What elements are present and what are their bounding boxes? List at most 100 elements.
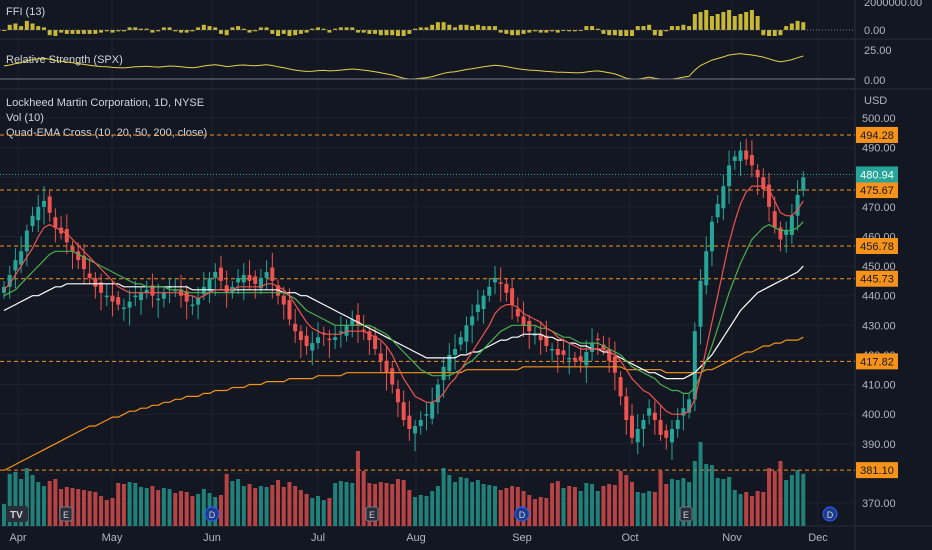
- x-tick-label: Nov: [722, 532, 742, 544]
- ffi-bar: [196, 27, 201, 30]
- volume-bar: [276, 480, 281, 526]
- ffi-bar: [498, 30, 503, 33]
- main-title: Lockheed Martin Corporation, 1D, NYSE: [6, 97, 204, 109]
- candle-body: [555, 349, 560, 355]
- ffi-bar: [612, 30, 617, 36]
- y-unit-label: USD: [864, 95, 887, 107]
- volume-bar: [772, 471, 777, 526]
- price-badges: 494.28 475.67 456.78 445.73 417.82 381.10 480.…: [856, 126, 898, 479]
- event-marker-label: D: [519, 510, 526, 520]
- tradingview-logo[interactable]: TV: [6, 506, 28, 522]
- ffi-bar: [218, 30, 223, 34]
- candle-body: [458, 337, 463, 345]
- ffi-bar: [727, 10, 732, 30]
- ffi-bar: [110, 30, 115, 33]
- ffi-bar: [367, 30, 372, 34]
- ffi-bar: [801, 22, 806, 30]
- candle-body: [338, 331, 343, 333]
- ffi-bar: [584, 26, 589, 30]
- ffi-bar: [167, 27, 172, 30]
- volume-bar: [230, 481, 235, 526]
- ffi-bar: [127, 27, 132, 30]
- volume-bar: [236, 479, 241, 526]
- ffi-bar: [492, 26, 497, 30]
- volume-bar: [310, 498, 315, 526]
- volume-bar: [184, 492, 189, 526]
- candle-body: [41, 200, 46, 207]
- volume-bar: [618, 471, 623, 526]
- ffi-bar: [287, 30, 292, 36]
- volume-bar: [424, 496, 429, 526]
- candle-body: [721, 186, 726, 209]
- candle-body: [652, 412, 657, 421]
- tv-logo-text: TV: [10, 510, 23, 521]
- volume-bar: [692, 461, 697, 526]
- candle-body: [572, 357, 577, 361]
- ffi-bar: [470, 26, 475, 30]
- volume-bar: [687, 482, 692, 526]
- volume-bar: [24, 468, 29, 526]
- volume-bar: [127, 482, 132, 526]
- volume-bar: [721, 479, 726, 526]
- candle-body: [276, 285, 281, 296]
- candle-body: [664, 430, 669, 438]
- candle-body: [447, 354, 452, 372]
- earnings-marker: [365, 506, 379, 522]
- volume-bar: [93, 492, 98, 526]
- volume-bar: [81, 490, 86, 526]
- ffi-bar: [453, 27, 458, 30]
- ffi-bar: [384, 30, 389, 36]
- candle-body: [704, 251, 709, 286]
- volume-bar: [584, 483, 589, 526]
- volume-bar: [316, 496, 321, 526]
- rs-tick-zero: 0.00: [864, 75, 885, 87]
- y-tick-label: 450.00: [862, 261, 896, 273]
- ffi-bar: [321, 28, 326, 30]
- candle-body: [36, 206, 41, 221]
- ffi-bar: [327, 30, 332, 33]
- candle-body: [692, 331, 697, 400]
- candle-body: [247, 274, 252, 281]
- candle-body: [190, 304, 195, 307]
- volume-bar: [475, 480, 480, 526]
- candle-body: [795, 195, 800, 216]
- ffi-bar: [53, 30, 58, 36]
- ema-label: Quad-EMA Cross (10, 20, 50, 200, close): [6, 127, 207, 139]
- ffi-bar: [70, 30, 75, 34]
- rs-tick-top: 25.00: [864, 45, 892, 57]
- volume-bar: [527, 495, 532, 526]
- volume-bar: [447, 475, 452, 526]
- volume-bar: [727, 477, 732, 526]
- level-badge: [856, 182, 898, 199]
- volume-bar: [270, 485, 275, 526]
- volume-bar: [167, 489, 172, 526]
- ffi-bar: [41, 27, 46, 30]
- candle-body: [784, 230, 789, 235]
- volume-bar: [247, 484, 252, 526]
- volume-bar: [156, 490, 161, 526]
- ffi-tick-top: 2000000.00: [864, 0, 922, 9]
- ffi-bar: [487, 26, 492, 30]
- ffi-bar: [590, 26, 595, 30]
- level-badge: [856, 126, 898, 143]
- ema10-line: [3, 185, 804, 415]
- ffi-pane: FFI (13) 2000000.00 0.00: [0, 0, 922, 37]
- ffi-bar: [567, 30, 572, 32]
- candle-body: [767, 184, 772, 207]
- volume-bar: [413, 497, 418, 526]
- candle-body: [550, 349, 555, 351]
- candle-body: [19, 251, 24, 265]
- volume-bar: [298, 490, 303, 526]
- ffi-bar: [213, 27, 218, 30]
- candle-body: [121, 307, 126, 310]
- candle-body: [475, 304, 480, 312]
- ffi-bar: [738, 14, 743, 30]
- candle-body: [350, 319, 355, 326]
- rs-pane: Relative Strength (SPX) 25.00 0.00: [0, 45, 892, 87]
- x-axis: Apr May Jun Jul Aug Sep Oct Nov Dec: [9, 532, 828, 544]
- candle-body: [567, 357, 572, 360]
- candle-body: [287, 300, 292, 320]
- volume-bar: [161, 488, 166, 526]
